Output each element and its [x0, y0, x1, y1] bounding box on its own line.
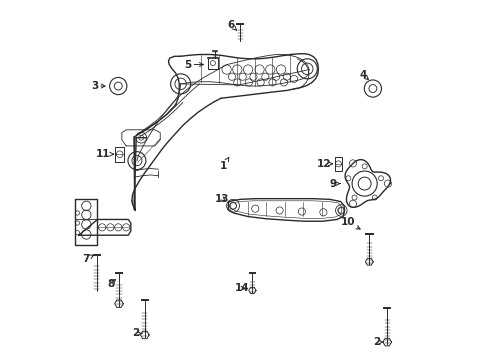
Text: 11: 11	[95, 149, 113, 159]
Bar	[334, 157, 342, 171]
Text: 9: 9	[329, 179, 339, 189]
Text: 12: 12	[316, 159, 332, 169]
Text: 13: 13	[215, 194, 229, 204]
Text: 2: 2	[373, 337, 383, 347]
Text: 10: 10	[340, 217, 360, 229]
Text: 8: 8	[107, 279, 115, 289]
Text: 3: 3	[91, 81, 105, 91]
Bar	[115, 147, 124, 162]
Text: 1: 1	[220, 157, 228, 171]
Text: 2: 2	[132, 328, 142, 338]
Text: 4: 4	[359, 70, 368, 80]
Text: 14: 14	[234, 283, 248, 293]
Text: 5: 5	[184, 59, 203, 69]
Text: 7: 7	[82, 254, 93, 264]
Text: 6: 6	[227, 20, 236, 30]
